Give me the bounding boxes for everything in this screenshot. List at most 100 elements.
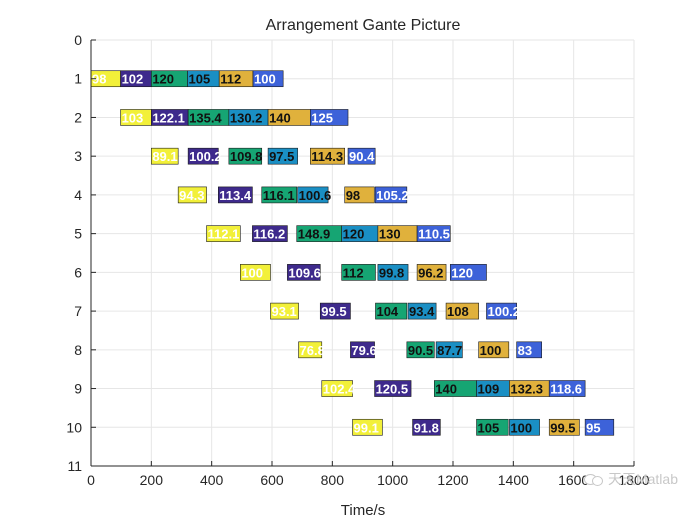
y-tick-label: 3: [74, 148, 82, 164]
y-tick-label: 4: [74, 187, 82, 203]
task-bar-label: 100.2: [189, 149, 222, 164]
task-bar-label: 132.3: [510, 382, 543, 397]
task-bar-label: 89.1: [152, 149, 177, 164]
task-bar-label: 112.1: [208, 227, 240, 242]
x-tick-label: 0: [87, 472, 95, 488]
task-bar-label: 118.6: [550, 382, 582, 397]
task-bar-label: 112: [343, 265, 364, 280]
task-bar-label: 93.1: [271, 304, 296, 319]
task-bar: [476, 418, 509, 436]
task-bar: [516, 341, 542, 359]
task-bar-label: 103: [122, 110, 144, 125]
task-bar: [478, 341, 510, 359]
y-tick-label: 8: [74, 342, 82, 358]
task-bar-label: 100.6: [299, 188, 332, 203]
task-bar: [352, 418, 383, 436]
watermark-text: 天天Matlab: [607, 471, 678, 487]
task-bar-label: 97.5: [269, 149, 294, 164]
task-bar: [407, 302, 437, 320]
task-bar-label: 91.8: [414, 420, 439, 435]
task-bar-label: 102: [122, 72, 144, 87]
task-bar: [177, 186, 207, 204]
task-bar-label: 99.1: [354, 420, 379, 435]
task-bar-label: 83: [518, 343, 532, 358]
task-bar-label: 102.4: [323, 382, 356, 397]
task-bar-label: 120: [343, 227, 365, 242]
task-bar-label: 90.4: [349, 149, 375, 164]
x-tick-label: 1200: [437, 472, 468, 488]
task-bar: [375, 302, 408, 320]
task-bar-label: 105: [189, 72, 211, 87]
task-bar-label: 95: [586, 420, 600, 435]
task-bar-label: 125: [311, 110, 333, 125]
task-bar-label: 79.6: [351, 343, 376, 358]
task-bar-label: 109.8: [230, 149, 263, 164]
task-bar-label: 135.4: [189, 110, 222, 125]
y-tick-label: 2: [74, 109, 82, 125]
task-bar-label: 100.2: [487, 304, 520, 319]
task-bar-label: 130: [379, 227, 401, 242]
task-bar-label: 99.5: [321, 304, 346, 319]
task-bar: [584, 418, 615, 436]
task-bar: [261, 186, 298, 204]
task-bar-label: 90.5: [408, 343, 433, 358]
task-bar: [187, 147, 219, 165]
task-bar-label: 120.5: [376, 382, 409, 397]
task-bar-label: 93.4: [409, 304, 435, 319]
task-bar-label: 99.5: [550, 420, 575, 435]
y-tick-label: 5: [74, 226, 82, 242]
task-bar: [435, 341, 463, 359]
watermark: 天天Matlab: [583, 469, 678, 489]
task-bar: [310, 109, 349, 126]
chart-title: Arrangement Gante Picture: [266, 17, 461, 34]
x-tick-label: 200: [140, 472, 164, 488]
task-bar: [548, 418, 580, 436]
task-bar-label: 109: [478, 382, 500, 397]
task-bar-label: 96.2: [418, 265, 443, 280]
task-bar-label: 100: [480, 343, 502, 358]
task-bar-label: 110.5: [418, 227, 450, 242]
task-bar: [228, 147, 263, 165]
task-bar: [310, 147, 346, 165]
task-bar: [252, 70, 284, 88]
task-bar-label: 98: [346, 188, 360, 203]
task-bar-label: 105.2: [376, 188, 409, 203]
task-bar-label: 120: [451, 265, 473, 280]
task-bar: [319, 302, 351, 320]
x-tick-label: 600: [260, 472, 284, 488]
task-bar-label: 76.8: [300, 343, 325, 358]
x-tick-label: 1000: [377, 472, 408, 488]
task-bar: [509, 418, 540, 436]
y-tick-label: 10: [66, 419, 82, 435]
task-bar: [412, 418, 441, 436]
task-bar-label: 130.2: [230, 110, 263, 125]
task-bar-label: 100: [254, 72, 276, 87]
task-bar: [252, 225, 288, 242]
x-axis-label: Time/s: [341, 502, 385, 519]
x-tick-label: 1600: [558, 472, 589, 488]
x-tick-label: 1400: [498, 472, 529, 488]
task-bar-label: 116.1: [263, 188, 295, 203]
task-bar: [270, 302, 299, 320]
grid: [90, 39, 635, 467]
x-tick-label: 800: [321, 472, 345, 488]
task-bar: [406, 341, 435, 359]
task-bar-label: 116.2: [253, 227, 285, 242]
task-bar: [449, 264, 487, 281]
axes: 0 200 400 600 800 1000 1200 1400 1600 1800 0 1 2 3 4 5 6…: [66, 32, 649, 488]
task-bar: [445, 302, 479, 320]
task-bar-label: 100: [241, 265, 263, 280]
task-bar: [297, 186, 329, 204]
task-bar-label: 120: [152, 72, 174, 87]
task-bar-label: 99.8: [379, 265, 404, 280]
task-bar: [350, 341, 375, 359]
task-bar: [206, 225, 241, 242]
y-tick-label: 0: [74, 32, 82, 48]
x-tick-label: 400: [200, 472, 224, 488]
task-bar-label: 112: [220, 72, 241, 87]
task-bar: [416, 264, 447, 281]
task-bar: [267, 147, 298, 165]
task-bar-label: 140: [269, 110, 291, 125]
wechat-icon: [583, 472, 604, 486]
